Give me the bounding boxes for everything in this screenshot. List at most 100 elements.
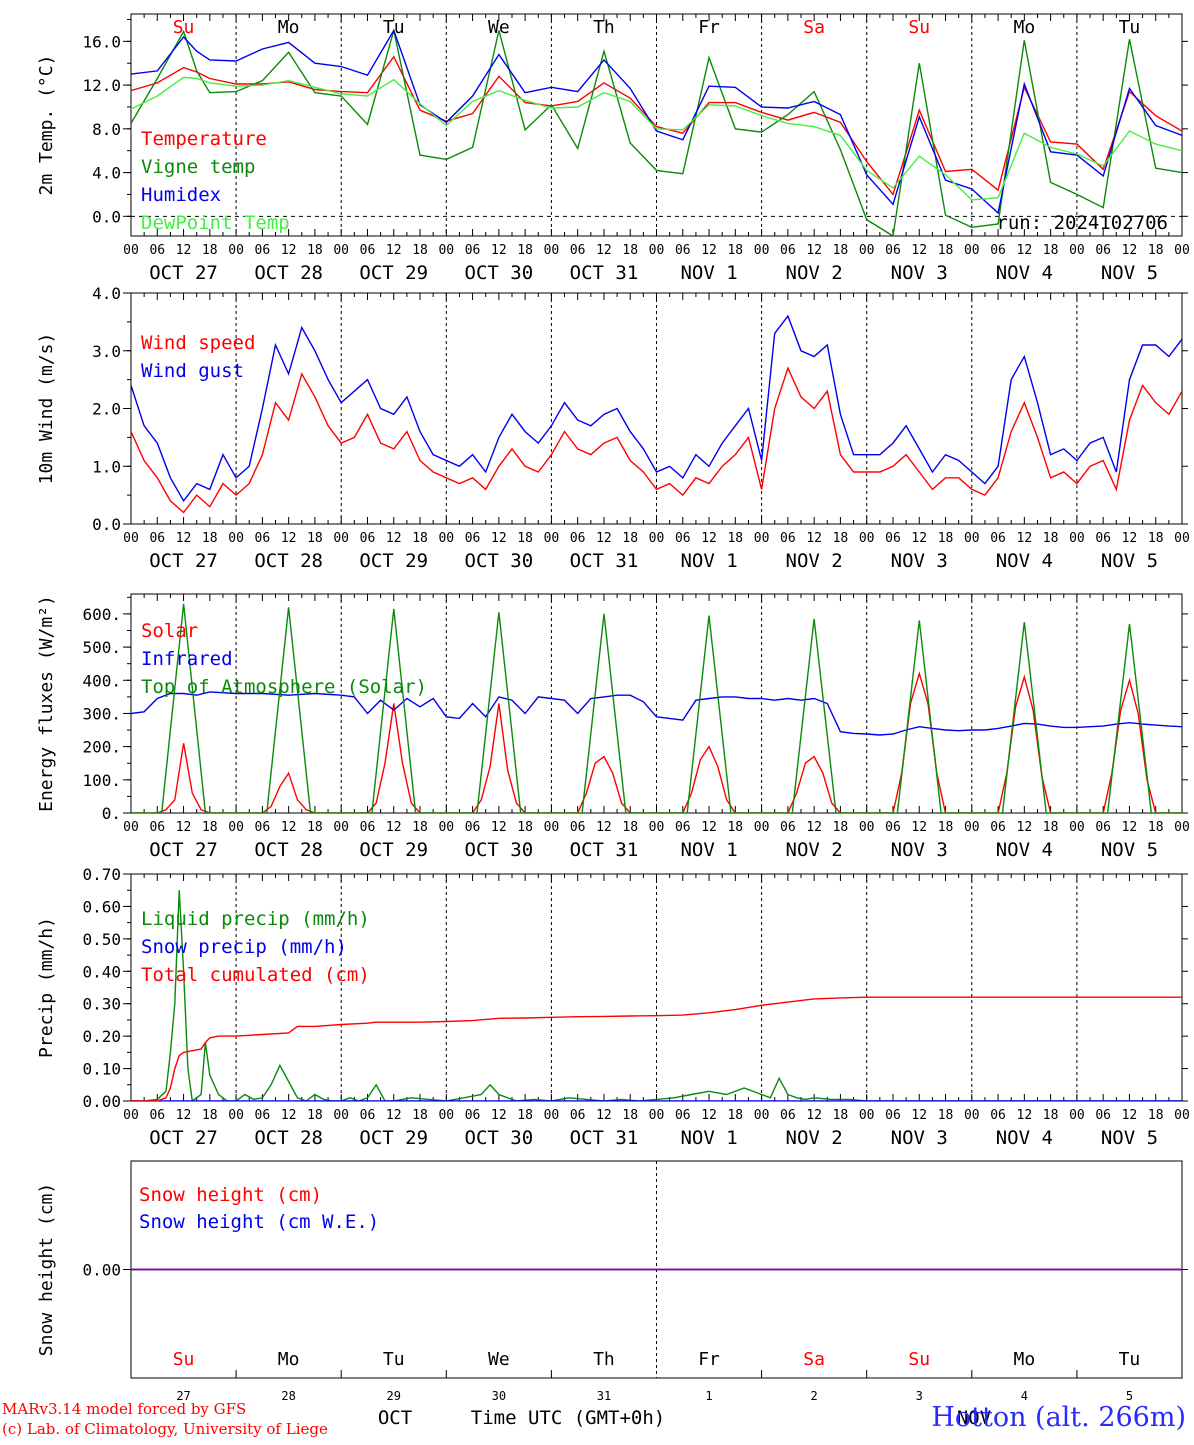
x-hour-label: 00 — [123, 1108, 139, 1123]
x-hour-label: 06 — [990, 820, 1006, 835]
station-label: Hotton (alt. 266m) — [931, 1402, 1186, 1433]
x-date-label: OCT 28 — [254, 1127, 323, 1149]
x-hour-label: 00 — [964, 1108, 980, 1123]
day-number-label: 28 — [281, 1389, 295, 1403]
weekday-label-bottom: We — [488, 1349, 510, 1370]
weekday-label-top: Th — [593, 17, 615, 38]
x-date-label: OCT 28 — [254, 839, 323, 861]
legend-entry: Wind speed — [141, 332, 255, 354]
x-hour-label: 06 — [1095, 820, 1111, 835]
x-hour-label: 12 — [491, 531, 507, 546]
x-hour-label: 12 — [806, 820, 822, 835]
x-hour-label: 12 — [596, 531, 612, 546]
x-hour-label: 06 — [780, 531, 796, 546]
x-date-label: OCT 30 — [465, 839, 534, 861]
x-hour-label: 18 — [517, 820, 533, 835]
x-hour-label: 12 — [596, 243, 612, 258]
x-hour-label: 18 — [517, 531, 533, 546]
x-hour-label: 12 — [281, 820, 297, 835]
x-hour-label: 06 — [675, 820, 691, 835]
y-tick-label: 0.60 — [82, 897, 121, 916]
x-hour-label: 18 — [412, 820, 428, 835]
x-hour-label: 00 — [859, 820, 875, 835]
x-date-label: OCT 27 — [149, 550, 218, 572]
x-hour-label: 00 — [859, 531, 875, 546]
x-hour-label: 06 — [360, 531, 376, 546]
x-hour-label: 06 — [780, 243, 796, 258]
x-hour-label: 18 — [202, 243, 218, 258]
x-hour-label: 06 — [360, 820, 376, 835]
y-axis-label: Snow height (cm) — [36, 1183, 57, 1356]
weekday-label-bottom: Sa — [803, 1349, 825, 1370]
weekday-label-bottom: Su — [173, 1349, 195, 1370]
legend-entry: Solar — [141, 620, 198, 642]
x-hour-label: 18 — [727, 1108, 743, 1123]
x-date-label: NOV 4 — [996, 839, 1053, 861]
x-hour-label: 00 — [649, 531, 665, 546]
x-hour-label: 12 — [1017, 1108, 1033, 1123]
x-hour-label: 00 — [649, 820, 665, 835]
y-axis-label: Precip (mm/h) — [36, 917, 57, 1058]
x-hour-label: 12 — [281, 531, 297, 546]
x-hour-label: 06 — [149, 531, 165, 546]
x-hour-label: 18 — [1148, 531, 1164, 546]
y-tick-label: 2.0 — [92, 400, 121, 419]
x-date-label: NOV 2 — [786, 550, 843, 572]
x-hour-label: 18 — [622, 243, 638, 258]
y-tick-label: 0. — [102, 804, 121, 823]
x-date-label: OCT 28 — [254, 550, 323, 572]
x-date-label: NOV 5 — [1101, 1127, 1158, 1149]
month-label-oct: OCT — [378, 1407, 412, 1429]
x-hour-label: 18 — [727, 243, 743, 258]
x-date-label: OCT 31 — [570, 550, 639, 572]
x-hour-label: 12 — [1017, 531, 1033, 546]
x-hour-label: 18 — [202, 531, 218, 546]
x-date-label: NOV 2 — [786, 262, 843, 284]
run-label: run: 2024102706 — [996, 212, 1168, 234]
x-date-label: OCT 29 — [359, 1127, 428, 1149]
x-hour-label: 18 — [412, 243, 428, 258]
x-hour-label: 06 — [675, 1108, 691, 1123]
x-date-label: OCT 27 — [149, 262, 218, 284]
x-date-label: NOV 1 — [680, 839, 737, 861]
x-hour-label: 06 — [570, 1108, 586, 1123]
x-hour-label: 06 — [885, 1108, 901, 1123]
x-hour-label: 18 — [833, 531, 849, 546]
x-hour-label: 06 — [149, 243, 165, 258]
x-date-label: NOV 1 — [680, 262, 737, 284]
series-line-2 — [131, 314, 1182, 503]
x-hour-label: 12 — [701, 1108, 717, 1123]
x-hour-label: 06 — [360, 1108, 376, 1123]
y-tick-label: 0.0 — [92, 515, 121, 534]
x-hour-label: 12 — [806, 1108, 822, 1123]
x-hour-label: 12 — [1017, 820, 1033, 835]
lab-credit: (c) Lab. of Climatology, University of L… — [2, 1420, 328, 1438]
x-hour-label: 18 — [307, 1108, 323, 1123]
x-hour-label: 00 — [438, 243, 454, 258]
x-hour-label: 00 — [1069, 531, 1085, 546]
x-hour-label: 06 — [885, 531, 901, 546]
x-hour-label: 12 — [491, 1108, 507, 1123]
series-line-3 — [131, 28, 1182, 215]
x-hour-label: 00 — [544, 531, 560, 546]
weekday-label-bottom: Tu — [1119, 1349, 1141, 1370]
y-tick-label: 500. — [82, 638, 121, 657]
legend-entry: Liquid precip (mm/h) — [141, 908, 370, 930]
month-label-nov: NOV — [957, 1407, 991, 1429]
x-hour-label: 18 — [938, 820, 954, 835]
x-hour-label: 12 — [176, 531, 192, 546]
y-tick-label: 300. — [82, 704, 121, 723]
x-hour-label: 18 — [938, 1108, 954, 1123]
legend-entry: DewPoint Temp — [141, 212, 290, 234]
x-hour-label: 18 — [307, 531, 323, 546]
x-date-label: OCT 27 — [149, 839, 218, 861]
model-credit: MARv3.14 model forced by GFS — [2, 1400, 247, 1418]
x-hour-label: 00 — [544, 243, 560, 258]
x-hour-label: 12 — [281, 1108, 297, 1123]
x-hour-label: 06 — [1095, 531, 1111, 546]
x-hour-label: 00 — [544, 1108, 560, 1123]
y-tick-label: 0.10 — [82, 1060, 121, 1079]
x-date-label: NOV 2 — [786, 839, 843, 861]
x-hour-label: 18 — [412, 531, 428, 546]
weekday-label-top: Su — [908, 17, 930, 38]
